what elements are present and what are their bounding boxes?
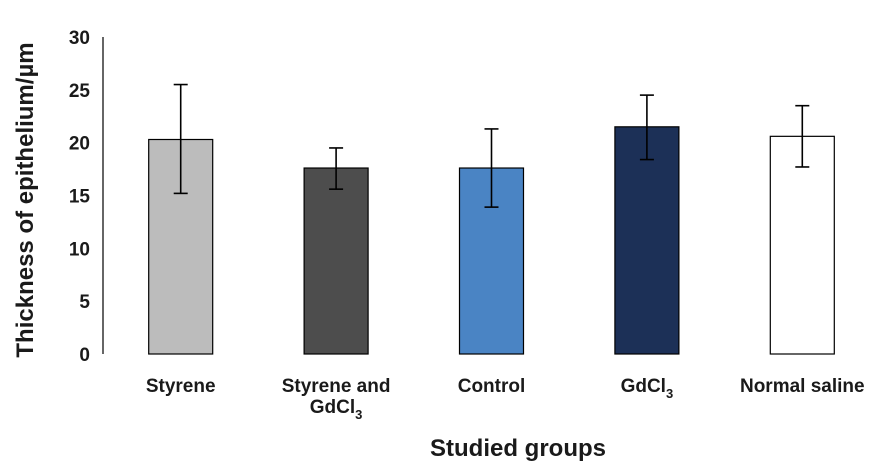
x-tick-label: GdCl3 — [621, 376, 674, 401]
y-axis-title: Thickness of epithelium/µm — [12, 42, 39, 357]
bar — [303, 167, 369, 355]
y-tick-label: 25 — [69, 81, 91, 102]
error-bar — [329, 147, 344, 190]
x-tick-label: GdCl3 — [310, 397, 363, 422]
x-tick-label: Styrene — [146, 376, 216, 397]
y-tick-label: 0 — [79, 345, 90, 366]
y-tick-label: 10 — [69, 239, 90, 260]
error-bars — [173, 83, 810, 208]
bar — [769, 135, 835, 355]
x-axis-title: Studied groups — [430, 435, 606, 462]
y-tick-label: 15 — [69, 187, 91, 208]
error-bar — [795, 104, 810, 168]
x-tick-label: Styrene and — [282, 376, 391, 397]
y-tick-label: 30 — [69, 28, 90, 49]
error-bar — [639, 94, 654, 161]
y-axis-ticks: 0 5 10 15 20 25 30 — [69, 28, 91, 366]
error-bar — [484, 128, 499, 208]
x-tick-label: Normal saline — [740, 376, 865, 397]
x-tick-label: Control — [458, 376, 526, 397]
y-tick-label: 20 — [69, 134, 90, 155]
bar — [614, 126, 680, 355]
y-tick-label: 5 — [79, 292, 90, 313]
error-bar — [173, 83, 188, 195]
